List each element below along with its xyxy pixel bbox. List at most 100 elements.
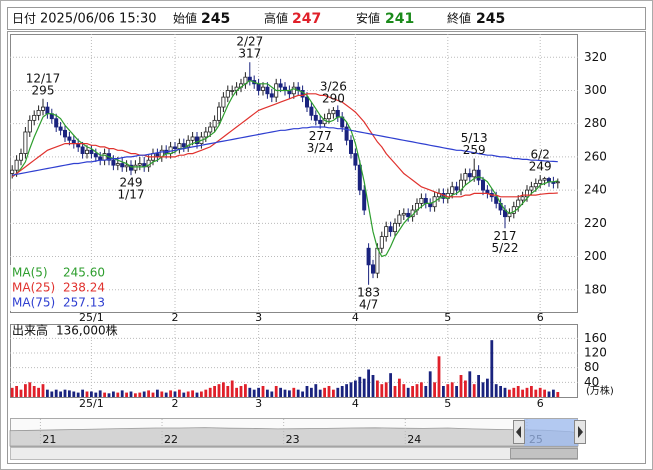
candle-body — [216, 106, 221, 121]
volume-bar — [486, 378, 489, 397]
high-label: 高値 — [264, 11, 288, 26]
candle-body — [256, 83, 261, 91]
volume-bar — [85, 391, 89, 397]
legend-name: MA(5) — [12, 266, 48, 280]
handle-arrow — [578, 426, 583, 438]
volume-bar — [323, 387, 326, 397]
volume-bar — [15, 386, 18, 397]
candle-body — [278, 83, 283, 88]
volume-bar — [270, 391, 274, 397]
volume-bar — [120, 390, 124, 397]
volume-bar — [415, 384, 419, 397]
volume-bar — [468, 371, 472, 397]
navigator-tick-label: 21 — [42, 433, 56, 446]
scrollbar-thumb[interactable] — [510, 448, 578, 459]
volume-bar — [424, 386, 428, 397]
low-value: 241 — [385, 11, 414, 27]
volume-bar — [81, 389, 84, 397]
candle-body — [472, 169, 477, 178]
annotation-value: 183 — [357, 285, 380, 299]
candle-body — [221, 96, 226, 108]
annotation-date: 1/17 — [118, 188, 145, 202]
navigator-tick-label: 23 — [286, 433, 300, 446]
legend-value: 257.13 — [63, 296, 105, 310]
candle-body — [230, 90, 235, 92]
candle-body — [366, 247, 371, 266]
candle-body — [516, 199, 521, 208]
volume-bar — [200, 391, 203, 397]
candle-body — [388, 226, 393, 233]
volume-latest: 136,000株 — [56, 323, 118, 338]
x-tick-label: 6 — [537, 397, 544, 410]
candle-body — [67, 136, 72, 141]
annotation-date: 4/7 — [359, 297, 378, 311]
volume-bar — [204, 389, 208, 397]
candle-body — [208, 126, 213, 133]
x-tick-label: 25/1 — [79, 397, 104, 410]
volume-bar — [376, 380, 379, 397]
candle-body — [181, 143, 186, 148]
candle-body — [27, 119, 32, 133]
volume-bar — [182, 392, 186, 397]
handle-arrow — [516, 426, 521, 438]
annotation-date: 2/27 — [236, 35, 263, 49]
volume-bar — [393, 386, 397, 397]
annotation-date: 5/22 — [492, 241, 519, 255]
volume-bar — [543, 389, 546, 397]
ma-line — [12, 126, 558, 176]
volume-bar — [538, 387, 542, 397]
candle-body — [54, 118, 59, 128]
candle-body — [309, 106, 314, 116]
volume-bar — [252, 389, 256, 397]
annotation-value: 317 — [238, 47, 261, 61]
ma-line — [11, 93, 558, 198]
volume-bar — [63, 389, 67, 397]
layers: 1802002202402602803003204080120160(万株)25… — [9, 34, 614, 447]
candle-body — [89, 149, 94, 154]
candle-body — [212, 119, 217, 128]
candle-body — [265, 86, 270, 95]
candle-body — [362, 189, 367, 211]
volume-name: 出来高 — [12, 323, 48, 338]
candle-body — [124, 164, 129, 168]
candle-body — [555, 181, 560, 184]
volume-bar — [402, 384, 406, 397]
y-tick-label: 320 — [584, 50, 607, 64]
volume-bar — [46, 389, 49, 397]
y-tick-label: 280 — [584, 116, 607, 130]
volume-bar — [217, 384, 221, 397]
volume-bar — [19, 389, 23, 397]
scrollbar[interactable] — [10, 447, 578, 460]
candle-body — [384, 226, 389, 238]
volume-bar — [389, 373, 392, 397]
volume-bar — [437, 356, 441, 397]
volume-bar — [477, 375, 480, 397]
candle-body — [379, 236, 384, 249]
y-tick-label: 240 — [584, 183, 607, 197]
volume-bar — [164, 392, 168, 397]
candle-body — [137, 163, 142, 166]
navigator-window[interactable] — [524, 419, 578, 446]
volume-bar — [292, 387, 296, 397]
volume-bar — [274, 386, 278, 397]
candle-body — [401, 212, 406, 216]
x-tick-label: 2 — [172, 397, 179, 410]
volume-bar — [371, 375, 375, 397]
volume-bar — [446, 384, 450, 397]
navigator-tick-label: 22 — [164, 433, 178, 446]
volume-bar — [186, 391, 190, 397]
annotation-value: 217 — [494, 229, 517, 243]
volume-bar — [288, 390, 291, 397]
candle-body — [172, 146, 177, 149]
candle-body — [538, 179, 543, 184]
volume-bar — [151, 392, 155, 397]
volume-bar — [41, 384, 45, 397]
candle-body — [467, 173, 472, 178]
candle-body — [348, 139, 353, 154]
volume-bar — [98, 390, 102, 397]
low-label: 安値 — [356, 11, 380, 26]
volume-bar — [503, 387, 507, 397]
volume-bar — [349, 382, 353, 397]
volume-bar — [10, 387, 14, 397]
